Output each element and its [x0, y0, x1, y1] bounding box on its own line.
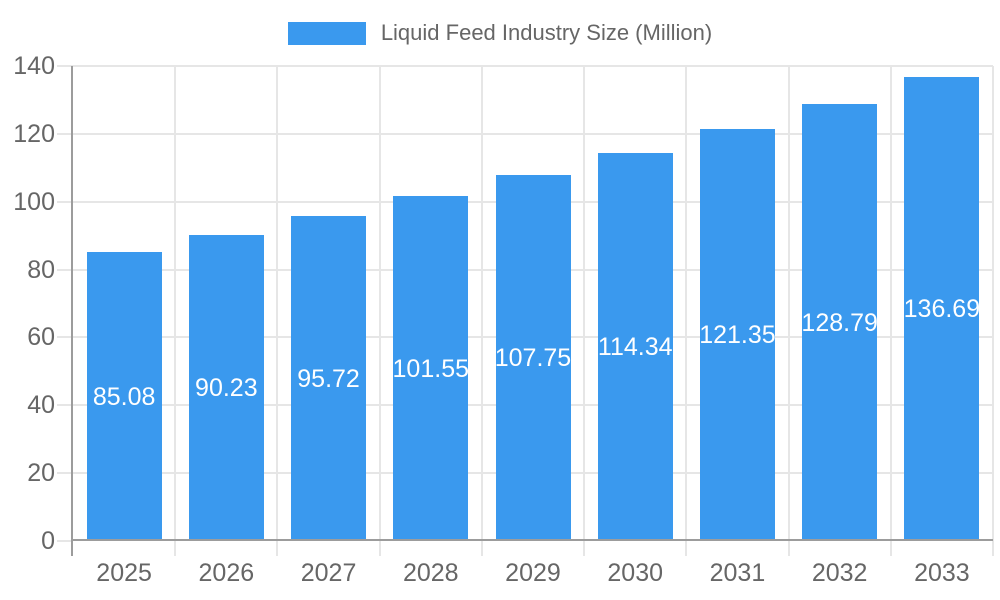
x-tick-label: 2025: [96, 559, 152, 587]
bar-value-label: 85.08: [92, 382, 156, 411]
y-axis-line: [71, 66, 73, 556]
bar[interactable]: [802, 104, 878, 541]
x-tick-label: 2030: [607, 559, 664, 587]
bar-value-label: 95.72: [297, 364, 360, 393]
y-tick-label: 100: [13, 187, 55, 216]
plot-area: 0 20 40 60 80 100 120 140 2025 2026 2027 2028 2029 20…: [13, 52, 994, 587]
y-tick-mark: [57, 65, 73, 67]
bar-value-label: 136.69: [903, 295, 981, 324]
x-axis-line: [73, 539, 993, 541]
bar[interactable]: [188, 234, 264, 541]
legend-swatch: [287, 21, 366, 45]
y-tick-mark: [57, 200, 73, 203]
bar[interactable]: [291, 216, 367, 541]
bar[interactable]: [597, 153, 673, 541]
gridline-v: [787, 66, 790, 556]
gridline-v: [378, 66, 381, 556]
gridline-v: [583, 66, 586, 556]
y-tick-label: 40: [27, 391, 55, 420]
x-tick-label: 2029: [505, 559, 561, 587]
y-tick-label: 140: [13, 52, 55, 80]
x-tick-label: 2031: [709, 559, 766, 587]
bar[interactable]: [699, 129, 775, 541]
bar[interactable]: [393, 196, 469, 541]
x-tick-label: 2032: [811, 559, 868, 587]
x-tick-label: 2027: [300, 559, 357, 587]
bar-value-label: 90.23: [195, 373, 258, 402]
bar[interactable]: [495, 175, 571, 541]
legend-label: Liquid Feed Industry Size (Million): [380, 20, 713, 45]
x-tick-label: 2033: [914, 559, 970, 587]
gridline-v: [276, 66, 279, 556]
x-tick-label: 2028: [402, 559, 459, 587]
y-tick-mark: [57, 472, 73, 475]
bar-value-label: 128.79: [801, 308, 878, 337]
bar-value-label: 101.55: [392, 354, 469, 383]
gridline-v: [992, 66, 994, 556]
legend[interactable]: Liquid Feed Industry Size (Million): [0, 20, 1000, 46]
y-tick-mark: [57, 132, 73, 135]
x-tick-label: 2026: [198, 559, 255, 587]
bar-value-label: 107.75: [494, 344, 572, 373]
y-tick-label: 0: [41, 527, 55, 555]
y-tick-label: 80: [27, 255, 55, 284]
y-tick-label: 20: [27, 459, 55, 488]
bar-value-label: 121.35: [699, 321, 776, 350]
bar[interactable]: [904, 77, 980, 541]
bar[interactable]: [86, 252, 162, 541]
gridline-v: [480, 66, 483, 556]
y-tick-label: 60: [27, 323, 55, 352]
gridline-h: [73, 65, 993, 67]
y-tick-label: 120: [13, 119, 55, 148]
gridline-v: [685, 66, 688, 556]
y-tick-mark: [57, 268, 73, 271]
y-tick-mark: [57, 404, 73, 407]
gridline-v: [174, 66, 177, 556]
y-tick-mark: [57, 336, 73, 339]
gridline-v: [889, 66, 892, 556]
gridline-h: [73, 132, 993, 135]
y-tick-mark: [57, 540, 73, 542]
bar-value-label: 114.34: [597, 333, 673, 362]
